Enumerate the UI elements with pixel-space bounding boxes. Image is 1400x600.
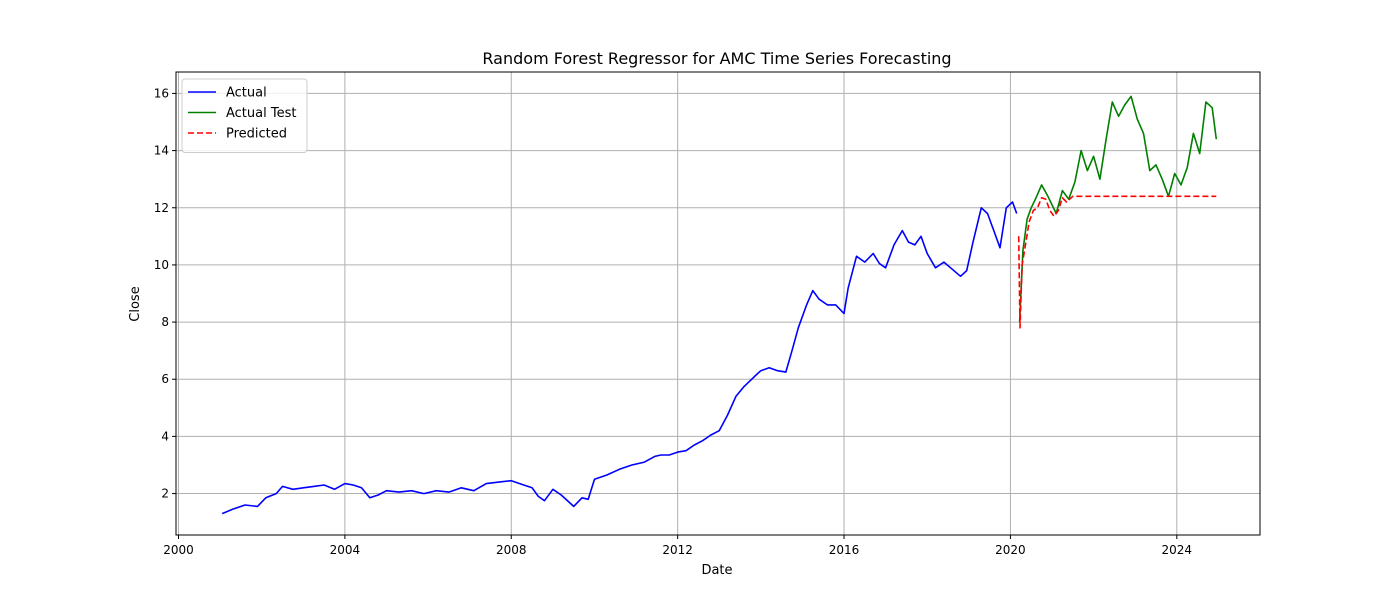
- legend-label: Predicted: [226, 127, 287, 142]
- y-tick-label: 6: [161, 372, 169, 386]
- y-tick-label: 8: [161, 315, 169, 329]
- y-tick-label: 14: [154, 144, 169, 158]
- series-line-actual: [221, 201, 1018, 515]
- x-tick-label: 2012: [662, 543, 693, 557]
- x-tick-label: 2016: [829, 543, 860, 557]
- y-tick-label: 12: [154, 201, 169, 215]
- y-tick-label: 2: [161, 487, 169, 501]
- series-line-predicted: [1017, 195, 1217, 329]
- y-axis: 2 4 6 8 10 12 14 16: [154, 86, 176, 501]
- x-axis: 2000 2004 2008 2012 2016 2020 2024: [163, 535, 1192, 557]
- x-tick-label: 2020: [995, 543, 1026, 557]
- series-layer: [221, 95, 1218, 515]
- legend: Actual Actual Test Predicted: [181, 78, 308, 153]
- y-axis-label: Close: [128, 286, 143, 321]
- grid-lines: [176, 72, 1260, 535]
- y-tick-label: 4: [161, 429, 169, 443]
- x-tick-label: 2000: [163, 543, 194, 557]
- plot-area-frame: [175, 71, 1261, 536]
- x-tick-label: 2024: [1162, 543, 1193, 557]
- x-tick-label: 2004: [330, 543, 361, 557]
- y-tick-label: 10: [154, 258, 169, 272]
- chart-title: Random Forest Regressor for AMC Time Ser…: [482, 49, 951, 68]
- x-axis-label: Date: [701, 563, 732, 578]
- series-line-actual-test: [1018, 95, 1218, 323]
- x-tick-label: 2008: [496, 543, 527, 557]
- legend-label: Actual Test: [226, 106, 296, 121]
- legend-label: Actual: [226, 86, 267, 101]
- y-tick-label: 16: [154, 86, 169, 100]
- legend-box: [181, 78, 308, 153]
